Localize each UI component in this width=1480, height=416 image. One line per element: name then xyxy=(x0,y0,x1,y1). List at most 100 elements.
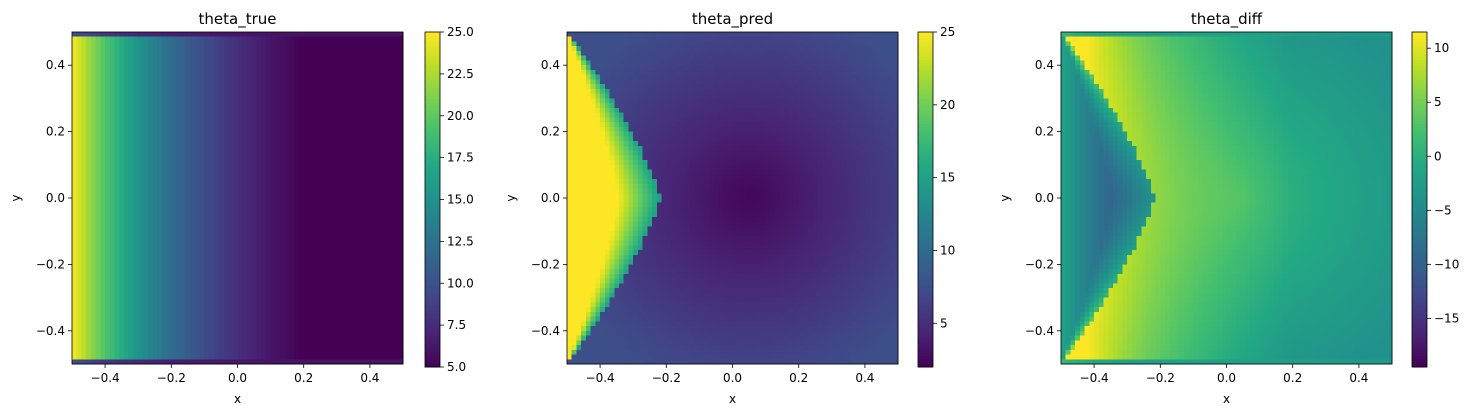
heatmap-cell xyxy=(142,288,149,294)
heatmap-cell xyxy=(81,65,87,71)
heatmap-cell xyxy=(388,330,395,337)
heatmap-cell xyxy=(119,193,125,199)
heatmap-cell xyxy=(317,326,324,332)
heatmap-cell xyxy=(275,50,281,57)
heatmap-cell xyxy=(298,207,305,213)
heatmap-cell xyxy=(114,131,120,137)
heatmap-cell xyxy=(294,188,300,194)
heatmap-cell xyxy=(232,183,239,190)
colorbar-segment xyxy=(425,224,440,229)
heatmap-cell xyxy=(237,169,243,175)
heatmap-cell xyxy=(142,155,149,161)
heatmap-cell xyxy=(369,297,376,303)
heatmap-cell xyxy=(256,107,262,114)
heatmap-cell xyxy=(105,345,111,351)
heatmap-cell xyxy=(95,235,101,242)
heatmap-cell xyxy=(86,259,92,265)
heatmap-cell xyxy=(313,74,319,81)
heatmap-cell xyxy=(133,188,139,194)
heatmap-cell xyxy=(86,74,92,81)
heatmap-cell xyxy=(218,169,224,175)
heatmap-cell xyxy=(223,264,229,270)
heatmap-cell xyxy=(228,311,234,318)
heatmap-cell xyxy=(369,221,376,228)
heatmap-cell xyxy=(95,74,101,81)
heatmap-cell xyxy=(166,32,172,38)
heatmap-cell xyxy=(284,292,291,299)
heatmap-cell xyxy=(322,321,328,327)
heatmap-cell xyxy=(336,302,343,308)
heatmap-cell xyxy=(265,160,272,166)
heatmap-cell xyxy=(270,164,276,171)
heatmap-cell xyxy=(109,122,116,128)
heatmap-cell xyxy=(303,335,310,341)
heatmap-cell xyxy=(223,269,229,275)
heatmap-cell xyxy=(322,240,328,247)
heatmap-cell xyxy=(261,316,267,322)
heatmap-cell xyxy=(185,221,191,228)
heatmap-cell xyxy=(185,202,191,209)
heatmap-cell xyxy=(157,69,163,76)
heatmap-cell xyxy=(280,269,286,275)
heatmap-cell xyxy=(114,283,120,289)
heatmap-cell xyxy=(142,245,149,251)
heatmap-cell xyxy=(322,60,328,66)
heatmap-cell xyxy=(199,41,205,47)
heatmap-cell xyxy=(355,278,362,284)
heatmap-cell xyxy=(327,340,333,346)
heatmap-cell xyxy=(171,273,177,280)
heatmap-cell xyxy=(128,340,135,346)
heatmap-cell xyxy=(398,145,404,152)
heatmap-cell xyxy=(72,235,78,242)
heatmap-cell xyxy=(223,93,229,99)
heatmap-cell xyxy=(322,88,328,95)
heatmap-cell xyxy=(308,212,314,218)
heatmap-cell xyxy=(176,216,182,223)
heatmap-cell xyxy=(388,141,395,147)
heatmap-cell xyxy=(256,50,262,57)
heatmap-cell xyxy=(171,349,177,356)
colorbar-segment xyxy=(425,62,440,67)
heatmap-cell xyxy=(384,254,390,261)
heatmap-cell xyxy=(398,155,404,161)
heatmap-cell xyxy=(355,41,362,47)
heatmap-cell xyxy=(190,169,196,175)
heatmap-cell xyxy=(393,188,399,194)
heatmap-cell xyxy=(313,283,319,289)
heatmap-cell xyxy=(142,216,149,223)
heatmap-cell xyxy=(114,198,120,204)
heatmap-cell xyxy=(256,359,262,365)
heatmap-cell xyxy=(350,269,357,275)
heatmap-cell xyxy=(86,316,92,322)
heatmap-cell xyxy=(190,88,196,95)
heatmap-cell xyxy=(261,297,267,303)
heatmap-cell xyxy=(303,88,310,95)
heatmap-cell xyxy=(308,216,314,223)
heatmap-cell xyxy=(341,169,347,175)
colorbar-segment xyxy=(425,54,440,58)
heatmap-cell xyxy=(109,207,116,213)
heatmap-cell xyxy=(86,235,92,242)
heatmap-cell xyxy=(365,297,371,303)
heatmap-cell xyxy=(95,198,101,204)
heatmap-cell xyxy=(138,297,144,303)
heatmap-cell xyxy=(152,330,158,337)
heatmap-cell xyxy=(119,160,125,166)
heatmap-cell xyxy=(133,169,139,175)
heatmap-cell xyxy=(360,273,366,280)
heatmap-cell xyxy=(157,330,163,337)
heatmap-cell xyxy=(119,216,125,223)
heatmap-cell xyxy=(81,254,87,261)
heatmap-cell xyxy=(289,65,295,71)
heatmap-cell xyxy=(81,345,87,351)
heatmap-cell xyxy=(346,311,352,318)
heatmap-cell xyxy=(76,36,83,43)
heatmap-cell xyxy=(105,141,111,147)
heatmap-cell xyxy=(218,136,224,142)
heatmap-cell xyxy=(199,84,205,90)
heatmap-cell xyxy=(294,60,300,66)
heatmap-cell xyxy=(161,55,168,62)
heatmap-cell xyxy=(261,321,267,327)
heatmap-cell xyxy=(294,307,300,313)
